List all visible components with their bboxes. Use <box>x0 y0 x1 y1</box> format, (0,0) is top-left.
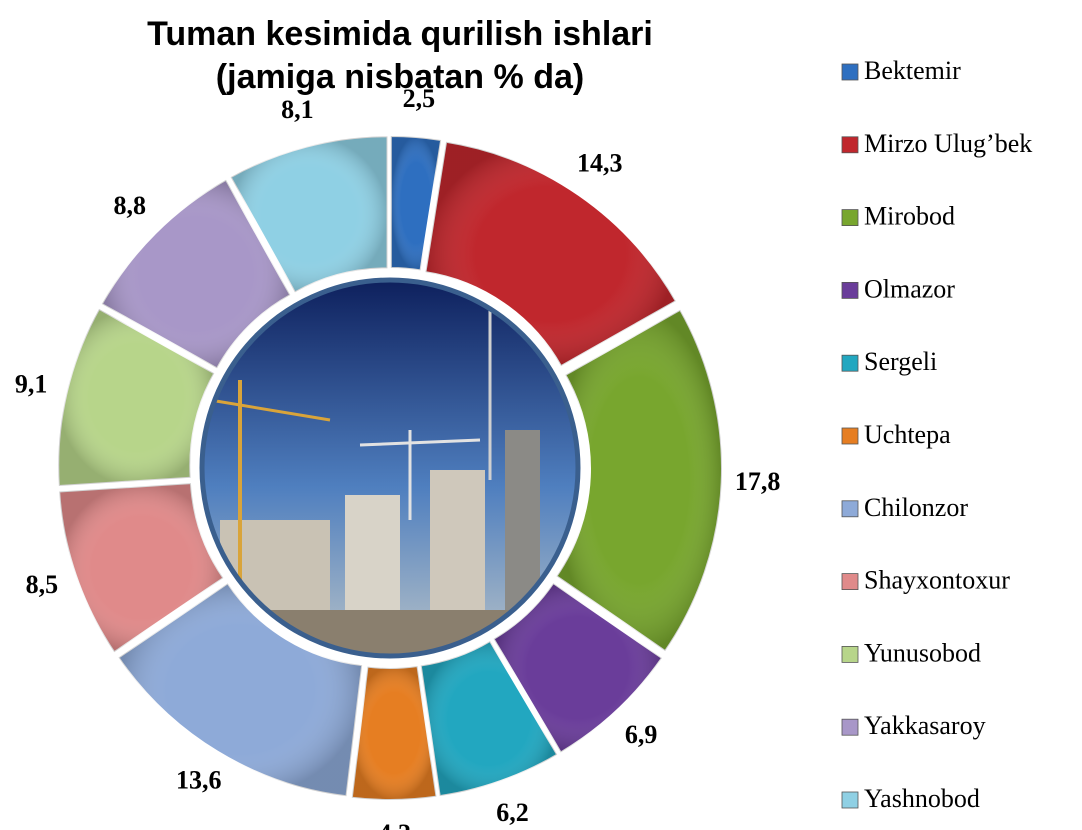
slice-shade <box>59 483 224 653</box>
legend: Bektemir Mirzo Ulug’bek Mirobod Olmazor Serg… <box>841 56 1032 813</box>
legend-label: Mirobod <box>864 202 955 231</box>
data-label: 17,8 <box>735 467 781 496</box>
data-label: 2,5 <box>403 84 436 113</box>
legend-swatch <box>841 573 859 590</box>
legend-swatch <box>841 427 859 445</box>
legend-swatch <box>841 354 859 372</box>
legend-label: Bektemir <box>864 56 961 85</box>
slice-shade <box>556 309 722 652</box>
legend-label: Uchtepa <box>864 420 951 449</box>
legend-swatch <box>841 718 859 736</box>
legend-swatch <box>841 791 859 809</box>
data-label: 8,8 <box>114 191 147 220</box>
data-label: 6,2 <box>496 798 529 827</box>
data-label: 9,1 <box>15 370 48 399</box>
data-label: 13,6 <box>176 765 222 794</box>
slice-shade <box>425 141 676 367</box>
chart-subtitle: (jamiga nisbatan % da) <box>216 58 584 96</box>
slice-shade <box>420 640 558 797</box>
data-label: 6,9 <box>625 720 658 749</box>
legend-swatch <box>841 209 859 227</box>
photo-border <box>199 277 581 659</box>
legend-label: Sergeli <box>864 347 937 376</box>
legend-label: Mirzo Ulug’bek <box>864 129 1032 158</box>
legend-swatch <box>841 500 859 518</box>
slice-shade <box>101 179 291 369</box>
slice-shade <box>493 583 663 753</box>
legend-label: Olmazor <box>864 274 955 303</box>
data-label: 8,5 <box>26 570 59 599</box>
slice-shade <box>118 583 363 797</box>
data-label: 4,2 <box>378 819 411 830</box>
data-label: 8,1 <box>281 95 314 124</box>
legend-swatch <box>841 646 859 663</box>
legend-swatch <box>841 281 859 299</box>
slice-shade <box>351 666 437 800</box>
slices: 2,5 14,3 17,8 6,9 6,2 4,2 13,6 8,5 9,1 8,8 8,1 <box>15 84 781 830</box>
legend-label: Chilonzor <box>864 493 968 522</box>
legend-label: Shayxontoxur <box>864 566 1010 595</box>
slice-shade <box>230 136 388 293</box>
slice-shade <box>58 308 215 487</box>
data-label: 14,3 <box>577 149 623 178</box>
legend-label: Yakkasaroy <box>864 711 986 740</box>
chart-title: Tuman kesimida qurilish ishlari <box>147 15 653 53</box>
legend-label: Yashnobod <box>864 784 980 813</box>
legend-label: Yunusobod <box>864 638 981 667</box>
legend-swatch <box>841 63 859 81</box>
legend-swatch <box>841 136 859 154</box>
slice-shade <box>390 136 442 271</box>
